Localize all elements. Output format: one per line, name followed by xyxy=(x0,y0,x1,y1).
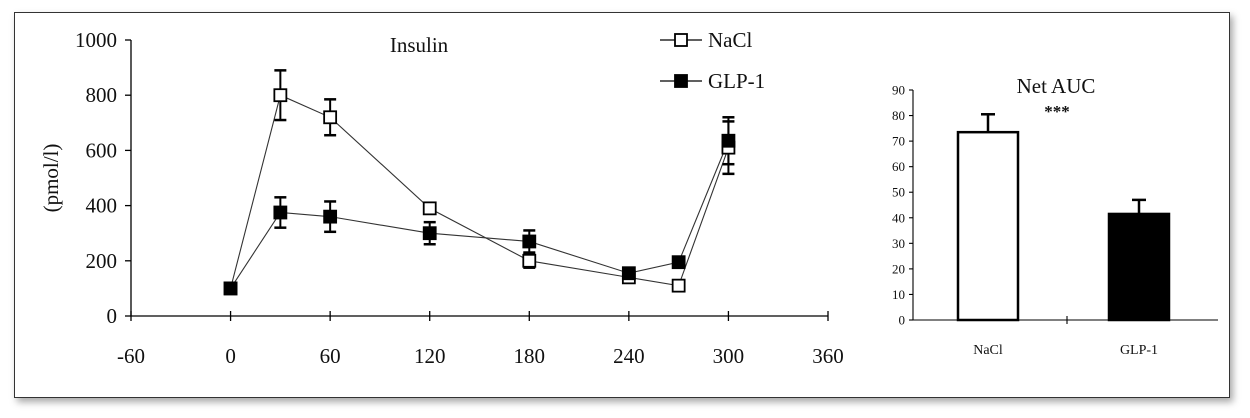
bar-category-label: NaCl xyxy=(973,343,1003,358)
y-tick-label: 600 xyxy=(86,138,118,162)
significance-annotation: *** xyxy=(1044,102,1070,121)
legend-nacl-marker xyxy=(674,33,688,47)
net-auc-bar-chart: Net AUC *** 0 10 20 30 40 50 60 70 80 90 NaCl GLP-… xyxy=(892,74,1218,358)
bar-y-tick-label: 90 xyxy=(892,83,905,98)
y-tick-label: 400 xyxy=(86,194,118,218)
line-chart-y-axis-label: (pmol/l) xyxy=(39,144,63,213)
line-chart-title: Insulin xyxy=(390,33,449,57)
line-chart-markers xyxy=(223,88,736,296)
glp1-marker xyxy=(621,266,636,281)
x-tick-label: 180 xyxy=(514,344,546,368)
series-line-glp1 xyxy=(230,140,729,289)
nacl-marker xyxy=(522,253,537,268)
glp1-marker xyxy=(323,209,338,224)
nacl-marker xyxy=(422,201,437,216)
legend-item-glp1: GLP-1 xyxy=(660,69,765,93)
bar-y-tick-label: 50 xyxy=(892,185,905,200)
bar-chart-title: Net AUC xyxy=(1017,74,1096,98)
bar-y-tick-label: 60 xyxy=(892,159,905,174)
glp1-marker xyxy=(671,255,686,270)
y-tick-label: 800 xyxy=(86,83,118,107)
bar-glp1 xyxy=(1107,212,1171,322)
y-tick-label: 200 xyxy=(86,249,118,273)
bar-y-tick-label: 0 xyxy=(899,313,906,328)
legend-glp1-marker xyxy=(674,74,688,88)
glp1-marker xyxy=(721,133,736,148)
glp1-marker xyxy=(273,205,288,220)
glp1-marker xyxy=(522,234,537,249)
nacl-marker xyxy=(323,110,338,125)
line-chart-series-lines xyxy=(230,94,729,289)
bar-y-tick-label: 20 xyxy=(892,261,905,276)
bar-chart-bars xyxy=(956,130,1171,322)
bar-category-label: GLP-1 xyxy=(1120,343,1158,358)
legend-item-nacl: NaCl xyxy=(660,28,752,52)
y-tick-label: 1000 xyxy=(75,28,117,52)
x-tick-label: 60 xyxy=(320,344,341,368)
x-tick-label: 0 xyxy=(225,344,236,368)
legend-nacl-label: NaCl xyxy=(708,28,752,52)
glp1-marker xyxy=(223,281,238,296)
x-tick-label: 120 xyxy=(414,344,446,368)
line-chart-error-bars xyxy=(274,69,735,269)
nacl-marker xyxy=(273,88,288,103)
line-chart-axes: 0 200 400 600 800 1000 -60 0 60 120 180 240 300 360 xyxy=(75,28,844,368)
series-line-nacl xyxy=(230,94,729,289)
bar-y-tick-label: 40 xyxy=(892,210,905,225)
x-tick-label: 360 xyxy=(812,344,844,368)
legend-glp1-label: GLP-1 xyxy=(708,69,765,93)
glp1-marker xyxy=(422,226,437,241)
y-tick-label: 0 xyxy=(107,304,118,328)
bar-nacl xyxy=(956,130,1020,322)
x-tick-label: -60 xyxy=(117,344,145,368)
bar-chart-error-bars xyxy=(981,113,1146,214)
insulin-line-chart: Insulin (pmol/l) 0 200 400 600 800 1000 -60 0 60… xyxy=(39,28,844,368)
bar-y-tick-label: 70 xyxy=(892,134,905,149)
bar-chart-category-labels: NaCl GLP-1 xyxy=(973,343,1158,358)
nacl-marker xyxy=(671,278,686,293)
line-chart-legend: NaCl GLP-1 xyxy=(660,28,765,93)
figure-frame xyxy=(14,12,1230,398)
x-tick-label: 240 xyxy=(613,344,645,368)
x-tick-label: 300 xyxy=(713,344,745,368)
bar-y-tick-label: 10 xyxy=(892,287,905,302)
bar-y-tick-label: 30 xyxy=(892,236,905,251)
bar-y-tick-label: 80 xyxy=(892,108,905,123)
